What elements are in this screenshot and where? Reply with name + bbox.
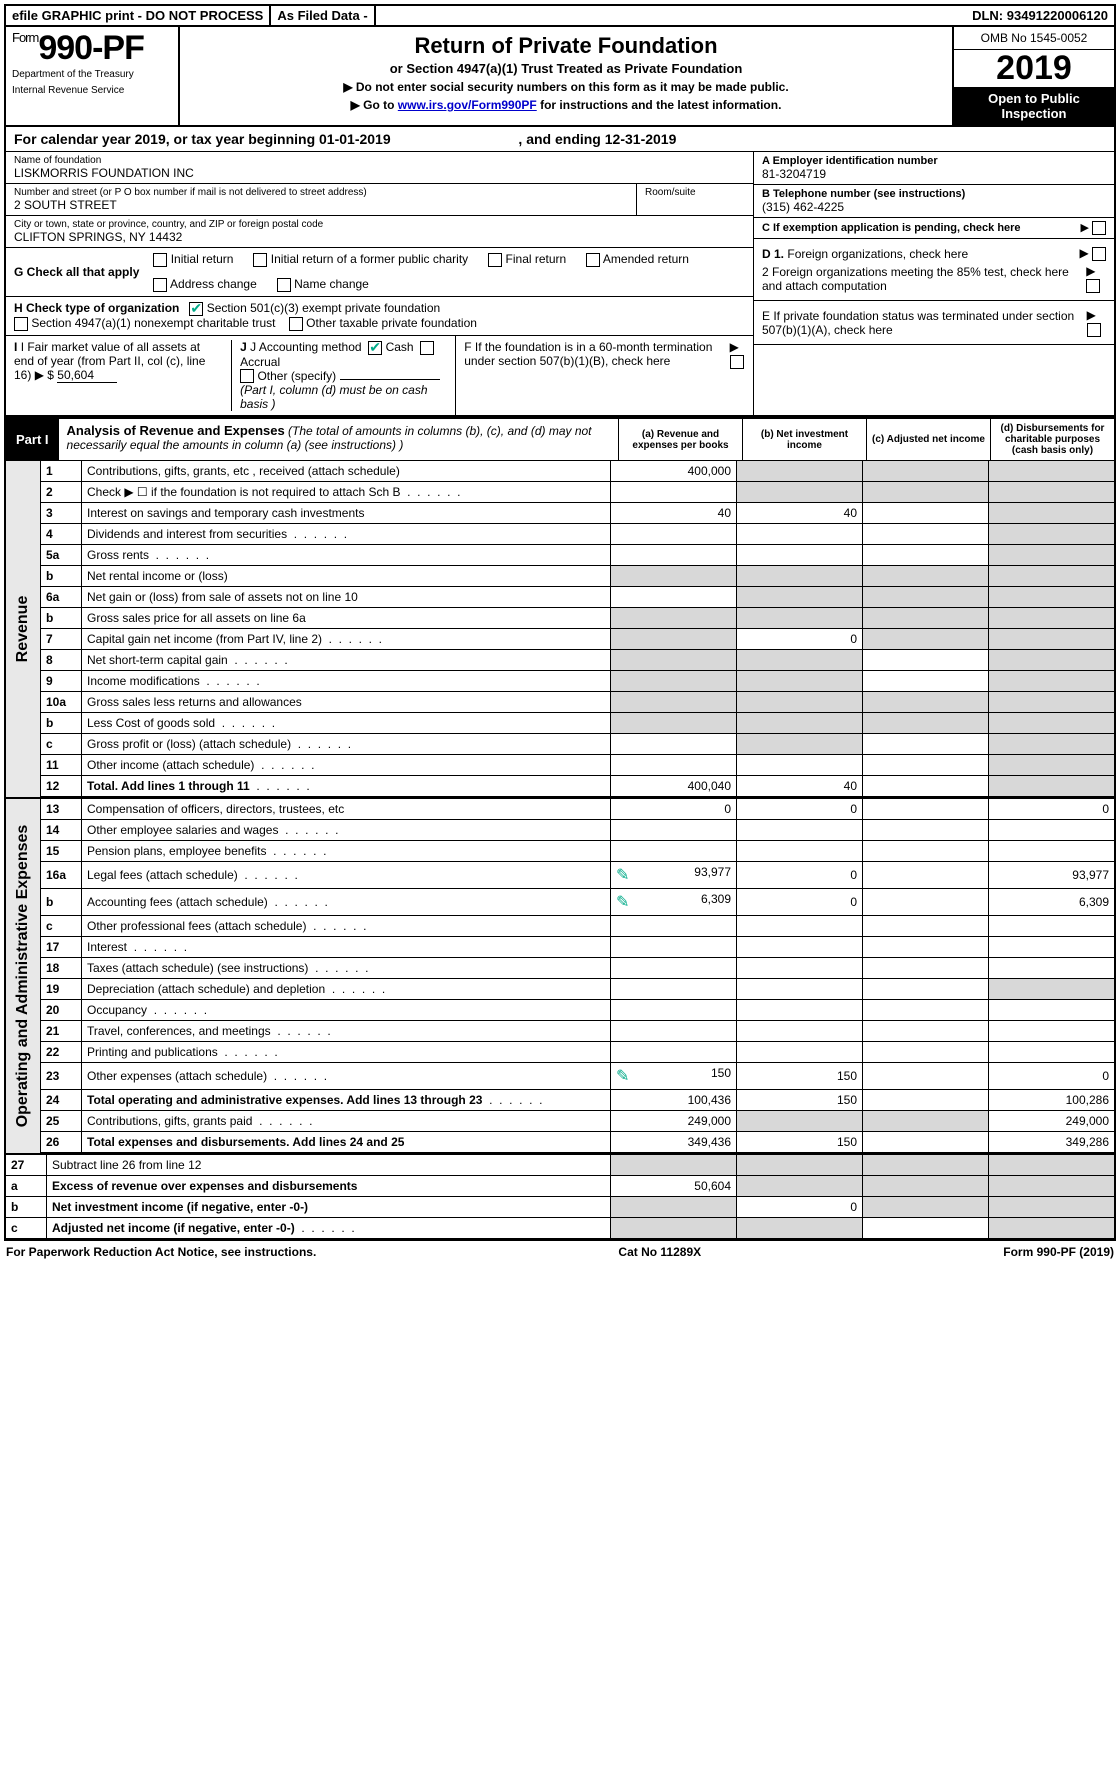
g-check-row: G Check all that apply Initial return In… — [6, 248, 753, 297]
line-row: 6aNet gain or (loss) from sale of assets… — [6, 587, 1114, 608]
form-footer: Form 990-PF (2019) — [1003, 1245, 1114, 1259]
line-row: 20Occupancy . . . . . . — [6, 1000, 1114, 1021]
line-row: 7Capital gain net income (from Part IV, … — [6, 629, 1114, 650]
line-row: 23Other expenses (attach schedule) . . .… — [6, 1063, 1114, 1090]
i-j-row: I I Fair market value of all assets at e… — [6, 336, 753, 416]
col-a-head: (a) Revenue and expenses per books — [619, 419, 743, 460]
line-row: bNet rental income or (loss) — [6, 566, 1114, 587]
h-501c3-checkbox[interactable] — [189, 302, 203, 316]
line-row: cOther professional fees (attach schedul… — [6, 916, 1114, 937]
form-title: Return of Private Foundation — [188, 33, 944, 59]
tax-year: 2019 — [954, 50, 1114, 87]
header-right: OMB No 1545-0052 2019 Open to Public Ins… — [952, 27, 1114, 125]
form-subtitle: or Section 4947(a)(1) Trust Treated as P… — [188, 61, 944, 76]
line-row: 26Total expenses and disbursements. Add … — [6, 1132, 1114, 1153]
line-row: 11Other income (attach schedule) . . . .… — [6, 755, 1114, 776]
g-opt[interactable]: Final return — [488, 252, 566, 267]
line-row: 4Dividends and interest from securities … — [6, 524, 1114, 545]
line-row: cGross profit or (loss) (attach schedule… — [6, 734, 1114, 755]
header-title-block: Return of Private Foundation or Section … — [180, 27, 952, 125]
g-opt[interactable]: Initial return of a former public charit… — [253, 252, 468, 267]
g-opt[interactable]: Address change — [153, 277, 256, 292]
revenue-table: Revenue1Contributions, gifts, grants, et… — [6, 461, 1114, 797]
line-row: 9Income modifications . . . . . . — [6, 671, 1114, 692]
line-row: 15Pension plans, employee benefits . . .… — [6, 841, 1114, 862]
line-row: 12Total. Add lines 1 through 11 . . . . … — [6, 776, 1114, 797]
part-1-desc: Analysis of Revenue and Expenses (The to… — [59, 419, 619, 460]
line-row: bAccounting fees (attach schedule) . . .… — [6, 889, 1114, 916]
form-container: efile GRAPHIC print - DO NOT PROCESS As … — [4, 4, 1116, 1241]
irs-link[interactable]: www.irs.gov/Form990PF — [398, 98, 537, 112]
line-row: 2Check ▶ ☐ if the foundation is not requ… — [6, 482, 1114, 503]
line-row: Revenue1Contributions, gifts, grants, et… — [6, 461, 1114, 482]
line-row: 22Printing and publications . . . . . . — [6, 1042, 1114, 1063]
page-footer: For Paperwork Reduction Act Notice, see … — [4, 1241, 1116, 1263]
calendar-year-row: For calendar year 2019, or tax year begi… — [6, 127, 1114, 152]
part-1-label: Part I — [6, 419, 59, 460]
irs: Internal Revenue Service — [12, 85, 172, 97]
line-row: 8Net short-term capital gain . . . . . . — [6, 650, 1114, 671]
e-terminated-box: E If private foundation status was termi… — [754, 301, 1114, 345]
c-exemption-cell: C If exemption application is pending, c… — [754, 218, 1114, 239]
part-1-header: Part I Analysis of Revenue and Expenses … — [6, 417, 1114, 461]
line-row: 10aGross sales less returns and allowanc… — [6, 692, 1114, 713]
header: Form990-PF Department of the Treasury In… — [6, 27, 1114, 127]
cat-number: Cat No 11289X — [618, 1245, 701, 1259]
instr-1: ▶ Do not enter social security numbers o… — [188, 80, 944, 94]
line-row: 16aLegal fees (attach schedule) . . . . … — [6, 862, 1114, 889]
instr-2: ▶ Go to www.irs.gov/Form990PF for instru… — [188, 98, 944, 112]
g-opt[interactable]: Amended return — [586, 252, 689, 267]
col-c-head: (c) Adjusted net income — [867, 419, 991, 460]
address-row: Number and street (or P O box number if … — [6, 184, 753, 216]
g-opt[interactable]: Initial return — [153, 252, 233, 267]
f-termination: F If the foundation is in a 60-month ter… — [456, 336, 753, 416]
dln: DLN: 93491220006120 — [966, 6, 1114, 25]
topbar: efile GRAPHIC print - DO NOT PROCESS As … — [6, 6, 1114, 27]
h-other-checkbox[interactable] — [289, 317, 303, 331]
dept-treasury: Department of the Treasury — [12, 69, 172, 81]
line-row: 5aGross rents . . . . . . — [6, 545, 1114, 566]
d-foreign-box: D 1. Foreign organizations, check here▶ … — [754, 239, 1114, 301]
j-accrual-checkbox[interactable] — [420, 341, 434, 355]
line-row: 19Depreciation (attach schedule) and dep… — [6, 979, 1114, 1000]
h-check-row: H Check type of organization Section 501… — [6, 297, 753, 336]
city-cell: City or town, state or province, country… — [6, 216, 753, 248]
line-row: 3Interest on savings and temporary cash … — [6, 503, 1114, 524]
line-row: bNet investment income (if negative, ent… — [6, 1197, 1114, 1218]
line-row: bGross sales price for all assets on lin… — [6, 608, 1114, 629]
expense-table: Operating and Administrative Expenses13C… — [6, 797, 1114, 1153]
line-row: 24Total operating and administrative exp… — [6, 1090, 1114, 1111]
h-4947-checkbox[interactable] — [14, 317, 28, 331]
line-row: Operating and Administrative Expenses13C… — [6, 798, 1114, 820]
paperwork-notice: For Paperwork Reduction Act Notice, see … — [6, 1245, 316, 1259]
line-row: 25Contributions, gifts, grants paid . . … — [6, 1111, 1114, 1132]
form-number-block: Form990-PF Department of the Treasury In… — [6, 27, 180, 125]
omb-number: OMB No 1545-0052 — [954, 27, 1114, 50]
col-b-head: (b) Net investment income — [743, 419, 867, 460]
net-table: 27Subtract line 26 from line 12aExcess o… — [6, 1153, 1114, 1239]
entity-info: Name of foundation LISKMORRIS FOUNDATION… — [6, 152, 1114, 417]
open-to-public: Open to Public Inspection — [954, 87, 1114, 125]
g-opt[interactable]: Name change — [277, 277, 369, 292]
line-row: 21Travel, conferences, and meetings . . … — [6, 1021, 1114, 1042]
line-row: cAdjusted net income (if negative, enter… — [6, 1218, 1114, 1239]
col-d-head: (d) Disbursements for charitable purpose… — [991, 419, 1114, 460]
line-row: 18Taxes (attach schedule) (see instructi… — [6, 958, 1114, 979]
line-row: 17Interest . . . . . . — [6, 937, 1114, 958]
line-row: aExcess of revenue over expenses and dis… — [6, 1176, 1114, 1197]
foundation-name-cell: Name of foundation LISKMORRIS FOUNDATION… — [6, 152, 753, 184]
j-other-checkbox[interactable] — [240, 369, 254, 383]
ein-cell: A Employer identification number 81-3204… — [754, 152, 1114, 185]
line-row: 27Subtract line 26 from line 12 — [6, 1154, 1114, 1176]
line-row: bLess Cost of goods sold . . . . . . — [6, 713, 1114, 734]
as-filed: As Filed Data - — [271, 6, 375, 25]
line-row: 14Other employee salaries and wages . . … — [6, 820, 1114, 841]
efile-notice: efile GRAPHIC print - DO NOT PROCESS — [6, 6, 271, 25]
fmv-value: 50,604 — [57, 368, 117, 383]
j-cash-checkbox[interactable] — [368, 341, 382, 355]
phone-cell: B Telephone number (see instructions) (3… — [754, 185, 1114, 218]
